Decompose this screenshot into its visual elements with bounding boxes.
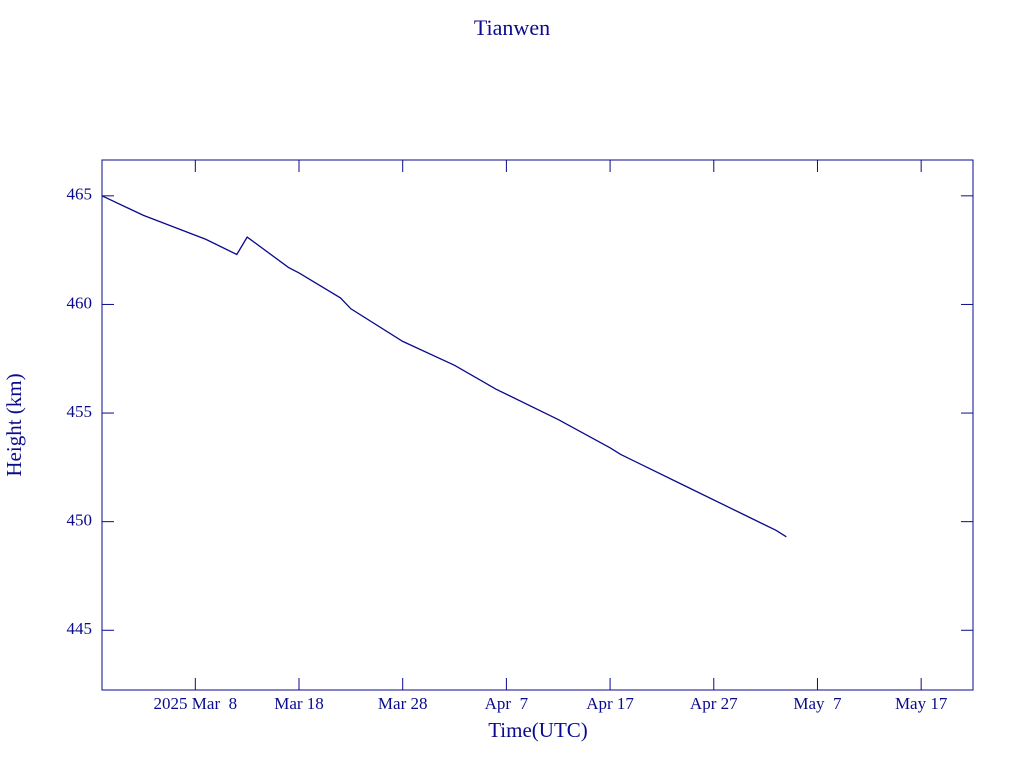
plot-frame [101, 159, 974, 691]
y-tick-label: 445 [67, 619, 93, 638]
y-axis-label: Height (km) [2, 373, 26, 476]
y-tick-label: 460 [67, 293, 93, 312]
x-tick-label: 2025 Mar 8 [154, 694, 238, 713]
x-tick-label: May 17 [895, 694, 948, 713]
y-tick-label: 465 [67, 185, 93, 204]
x-tick-label: Apr 7 [485, 694, 529, 713]
x-axis-label: Time(UTC) [488, 718, 588, 742]
x-tick-label: Mar 28 [378, 694, 428, 713]
chart-title: Tianwen [474, 15, 550, 40]
y-tick-label: 450 [67, 511, 93, 530]
x-tick-label: Apr 27 [690, 694, 738, 713]
x-tick-label: Apr 17 [586, 694, 634, 713]
data-line [101, 195, 787, 538]
y-tick-label: 455 [67, 402, 93, 421]
x-tick-label: May 7 [793, 694, 842, 713]
x-tick-label: Mar 18 [274, 694, 324, 713]
